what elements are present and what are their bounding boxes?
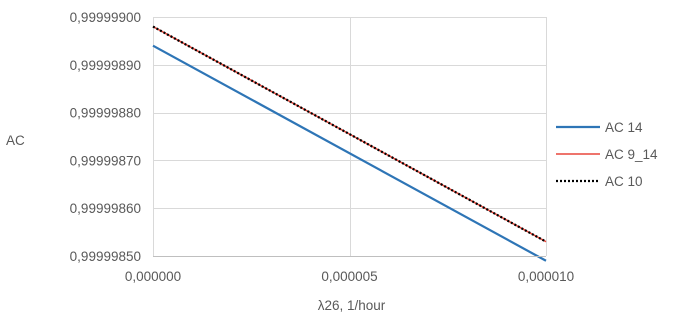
series-line-ac-10	[152, 25, 547, 243]
y-tick-label: 0,99999850	[70, 249, 141, 264]
series-line-ac-14	[152, 44, 547, 262]
legend-label: AC 9_14	[605, 147, 658, 162]
grid-lines	[153, 17, 547, 256]
y-tick-label: 0,99999860	[70, 201, 141, 216]
x-tick-label: 0,000005	[321, 269, 377, 284]
legend: AC 14 AC 9_14 AC 10	[556, 120, 658, 189]
y-tick-label: 0,99999870	[70, 153, 141, 168]
x-tick-labels: 0,000000 0,000005 0,000010	[125, 269, 574, 284]
y-tick-labels: 0,99999850 0,99999860 0,99999870 0,99999880…	[70, 10, 141, 264]
legend-label: AC 10	[605, 174, 643, 189]
x-tick-label: 0,000010	[518, 269, 574, 284]
y-tick-label: 0,99999890	[70, 58, 141, 73]
x-tick-label: 0,000000	[125, 269, 181, 284]
y-tick-label: 0,99999900	[70, 10, 141, 25]
legend-label: AC 14	[605, 120, 643, 135]
series-lines	[152, 25, 547, 262]
y-tick-label: 0,99999880	[70, 106, 141, 121]
y-axis-title: AC	[6, 133, 25, 148]
x-axis-title: λ26, 1/hour	[318, 298, 386, 313]
